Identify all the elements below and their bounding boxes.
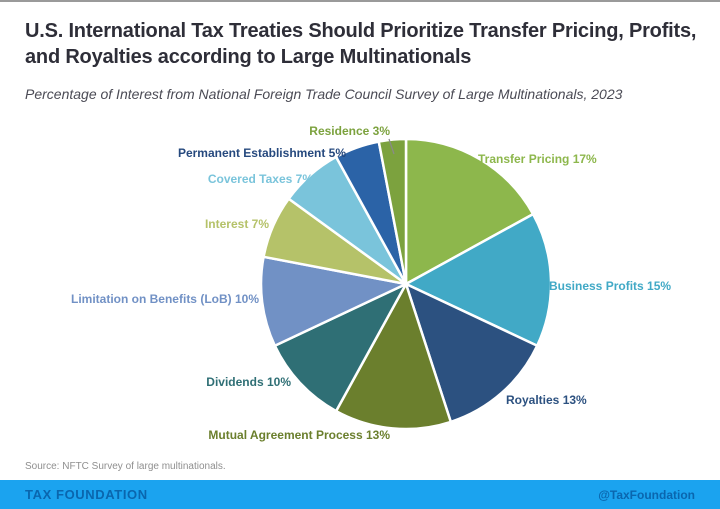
twitter-handle: @TaxFoundation [598,487,695,502]
pie-label-limitation-on-benefits-lob: Limitation on Benefits (LoB) 10% [71,292,259,306]
pie-slice-business-profits [404,212,553,347]
chart-subtitle: Percentage of Interest from National For… [25,86,623,102]
pie-label-royalties: Royalties 13% [506,393,587,407]
pie-slice-dividends [273,282,408,413]
pie-slice-residence [377,137,408,286]
pie-chart: Transfer Pricing 17% Business Profits 15%… [0,114,720,454]
title-line-1: U.S. International Tax Treaties Should P… [25,20,697,42]
pie-label-covered-taxes: Covered Taxes 7% [208,172,313,186]
pie-chart-svg: Transfer Pricing 17% Business Profits 15%… [71,124,671,442]
footer-bar: TAX FOUNDATION @TaxFoundation [0,480,720,509]
pie-slice-transfer-pricing [404,137,535,286]
residence-leader-line [388,138,395,155]
pie-slice-mutual-agreement-process [334,282,453,431]
pie-label-transfer-pricing: Transfer Pricing 17% [478,152,597,166]
pie-label-permanent-establishment: Permanent Establishment 5% [178,146,346,160]
pie-slice-limitation-on-benefits-lob [259,255,408,347]
pie-label-residence: Residence 3% [309,124,390,138]
brand-name: TAX FOUNDATION [25,487,148,502]
pie-slice-royalties [404,282,539,424]
pie-label-dividends: Dividends 10% [206,375,291,389]
pie-label-interest: Interest 7% [205,217,269,231]
pie-label-business-profits: Business Profits 15% [549,279,671,293]
page-title: U.S. International Tax Treaties Should P… [25,18,705,70]
pie-label-mutual-agreement-process: Mutual Agreement Process 13% [208,428,390,442]
source-note: Source: NFTC Survey of large multination… [25,461,226,472]
title-line-2: and Royalties according to Large Multina… [25,46,472,68]
